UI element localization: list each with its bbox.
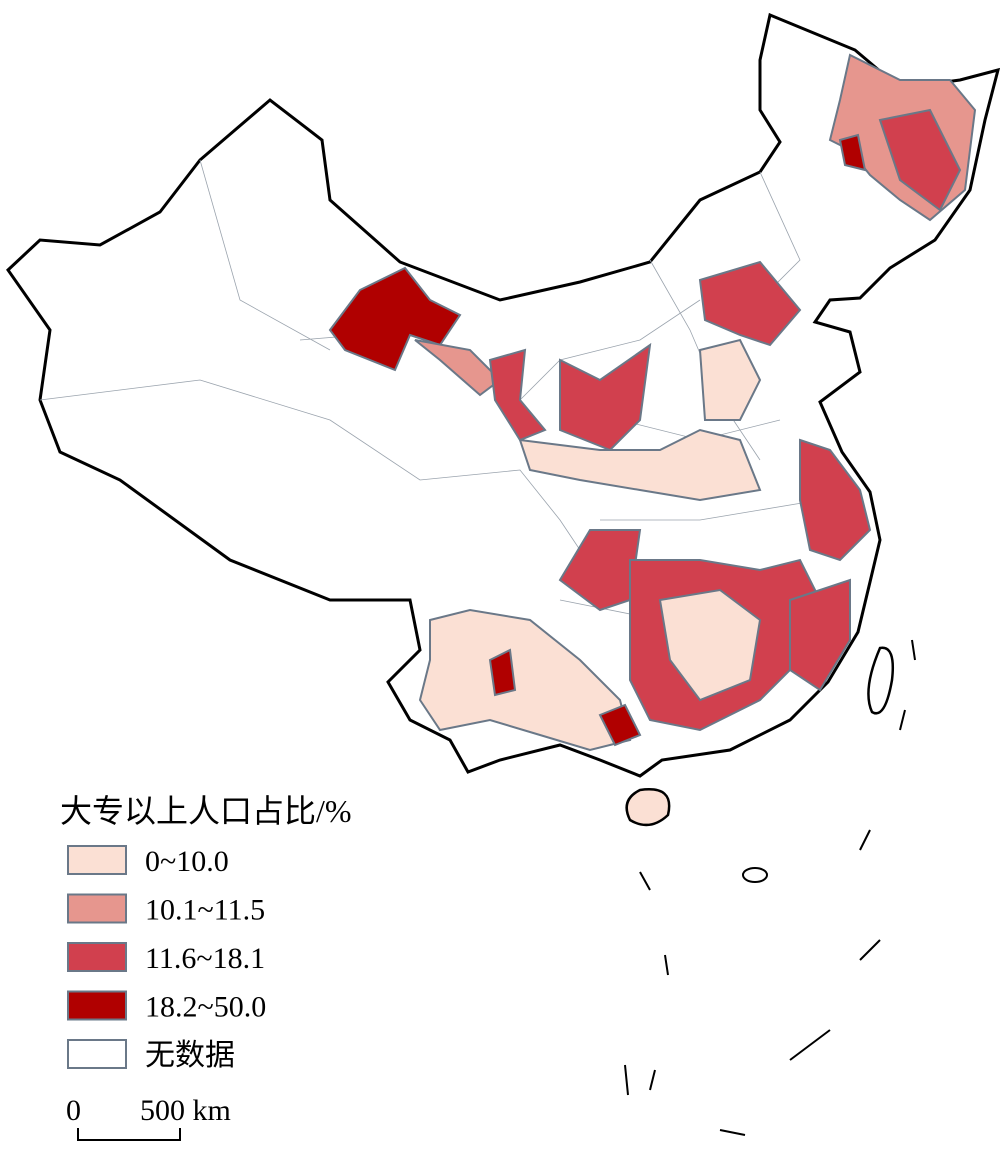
legend-label: 0~10.0: [145, 845, 229, 878]
south-sea-dashes: [624, 639, 916, 1136]
scale-start: 0: [66, 1094, 81, 1127]
legend-swatch: [67, 1039, 127, 1069]
legend-label: 18.2~50.0: [145, 991, 266, 1024]
legend-swatch: [67, 893, 127, 924]
scale-bar: [77, 1128, 181, 1141]
legend-label: 10.1~11.5: [145, 894, 265, 927]
legend-title: 大专以上人口占比/%: [60, 793, 352, 829]
regions: [328, 53, 977, 752]
legend-swatch: [67, 942, 127, 972]
legend-swatch: [67, 990, 127, 1021]
legend-label: 11.6~18.1: [145, 942, 265, 975]
scale-end: 500 km: [140, 1094, 231, 1127]
legend-swatch: [67, 845, 127, 875]
legend-label: 无数据: [145, 1039, 235, 1072]
